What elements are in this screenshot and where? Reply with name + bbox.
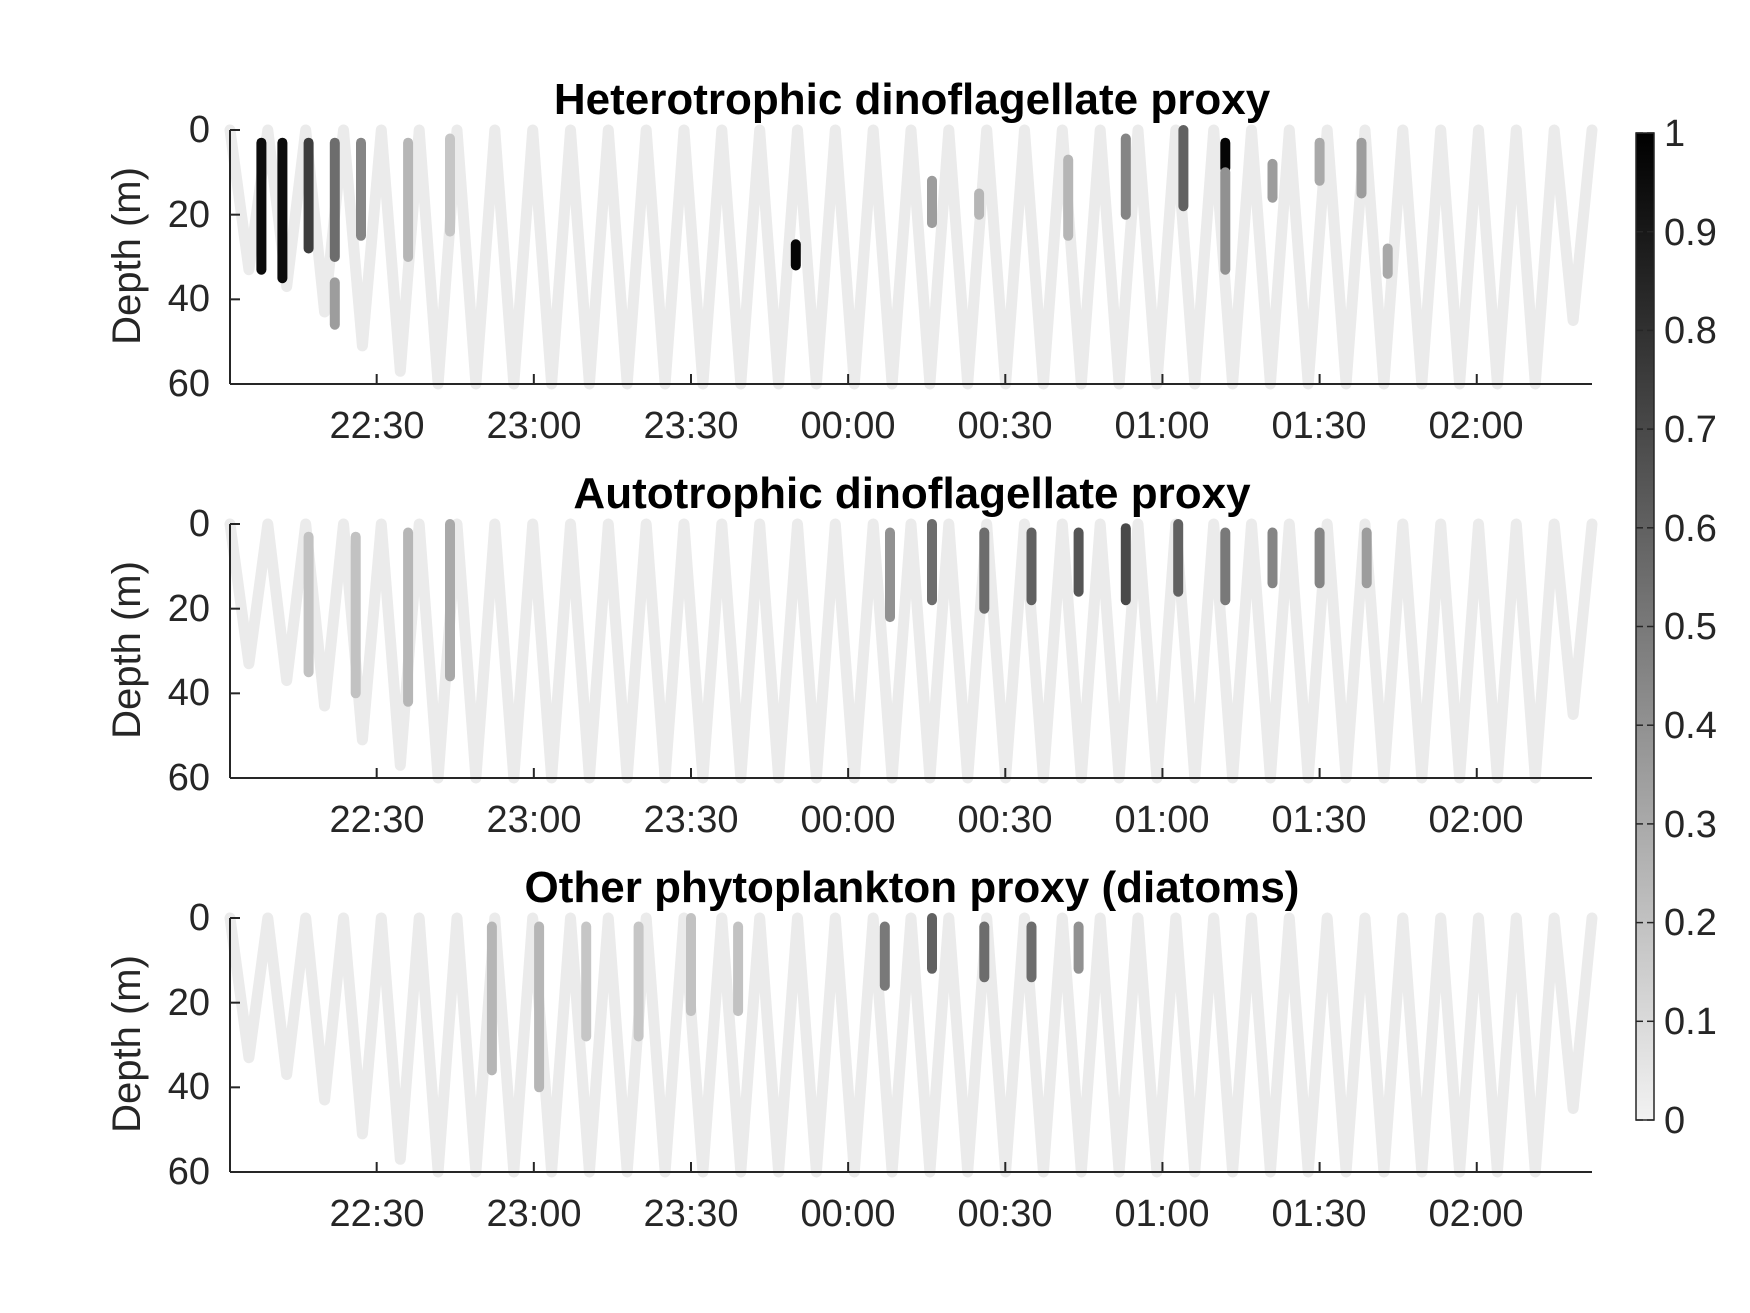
- colorbar: 0 0.1 0.2 0.3 0.4 0.5 0.6 0.7 0.8 0.9 1: [1635, 113, 1717, 1142]
- x-tick-label: 02:00: [1428, 405, 1523, 447]
- x-tick-label: 23:00: [486, 799, 581, 841]
- y-tick-label: 20: [168, 982, 210, 1024]
- panel-3-title: Other phytoplankton proxy (diatoms): [525, 863, 1300, 912]
- y-tick-label: 60: [168, 1151, 210, 1193]
- x-tick-label: 23:30: [643, 405, 738, 447]
- y-tick-label: 0: [189, 897, 210, 939]
- x-tick-label: 01:30: [1271, 1193, 1366, 1235]
- colorbar-tick-label: 0: [1664, 1100, 1685, 1142]
- x-tick-label: 00:30: [957, 405, 1052, 447]
- y-tick-label: 40: [168, 672, 210, 714]
- x-tick-label: 00:00: [800, 799, 895, 841]
- colorbar-ticks: [1636, 132, 1654, 1121]
- y-tick-label: 20: [168, 588, 210, 630]
- y-tick-label: 60: [168, 757, 210, 799]
- x-tick-label: 00:30: [957, 799, 1052, 841]
- x-tick-label: 01:00: [1114, 405, 1209, 447]
- x-tick-label: 00:00: [800, 1193, 895, 1235]
- colorbar-tick-label: 0.2: [1664, 902, 1717, 944]
- y-tick-label: 20: [168, 194, 210, 236]
- y-tick-label: 40: [168, 1066, 210, 1108]
- panel-autotrophic: Autotrophic dinoflagellate proxy Depth (…: [105, 469, 1598, 841]
- x-tick-label: 01:30: [1271, 799, 1366, 841]
- x-tick-label: 23:00: [486, 405, 581, 447]
- x-tick-label: 22:30: [329, 405, 424, 447]
- x-tick-label: 02:00: [1428, 799, 1523, 841]
- colorbar-tick-label: 0.1: [1664, 1001, 1717, 1043]
- panel-1-ylabel: Depth (m): [105, 167, 149, 345]
- colorbar-tick-label: 0.5: [1664, 606, 1717, 648]
- x-tick-label: 01:00: [1114, 1193, 1209, 1235]
- y-tick-label: 0: [189, 503, 210, 545]
- panel-3-y-ticks: 0 20 40 60: [168, 897, 210, 1193]
- y-tick-label: 40: [168, 278, 210, 320]
- profile-trajectory: [224, 912, 1598, 1178]
- x-tick-label: 22:30: [329, 1193, 424, 1235]
- y-tick-label: 60: [168, 363, 210, 405]
- panel-2-title: Autotrophic dinoflagellate proxy: [573, 469, 1251, 518]
- x-tick-label: 22:30: [329, 799, 424, 841]
- colorbar-tick-label: 0.3: [1664, 804, 1717, 846]
- panel-2-plot: [224, 518, 1598, 784]
- x-tick-label: 23:00: [486, 1193, 581, 1235]
- panel-1-y-ticks: 0 20 40 60: [168, 109, 210, 405]
- panel-2-x-ticks: 22:30 23:00 23:30 00:00 00:30 01:00 01:3…: [329, 799, 1523, 841]
- panel-1-title: Heterotrophic dinoflagellate proxy: [554, 75, 1271, 124]
- colorbar-tick-label: 0.7: [1664, 409, 1717, 451]
- profile-trajectory: [224, 124, 1598, 390]
- colorbar-tick-label: 1: [1664, 113, 1685, 155]
- colorbar-tick-label: 0.8: [1664, 310, 1717, 352]
- profile-trajectory: [224, 518, 1598, 784]
- x-tick-label: 02:00: [1428, 1193, 1523, 1235]
- x-tick-label: 01:30: [1271, 405, 1366, 447]
- panel-heterotrophic: Heterotrophic dinoflagellate proxy Depth…: [105, 75, 1598, 447]
- panel-3-x-ticks: 22:30 23:00 23:30 00:00 00:30 01:00 01:3…: [329, 1193, 1523, 1235]
- x-tick-label: 00:30: [957, 1193, 1052, 1235]
- panel-3-plot: [224, 912, 1598, 1178]
- x-tick-label: 23:30: [643, 1193, 738, 1235]
- panel-diatoms: Other phytoplankton proxy (diatoms) Dept…: [105, 863, 1598, 1235]
- x-tick-label: 23:30: [643, 799, 738, 841]
- y-tick-label: 0: [189, 109, 210, 151]
- panel-3-ylabel: Depth (m): [105, 955, 149, 1133]
- colorbar-tick-label: 0.9: [1664, 212, 1717, 254]
- panel-1-plot: [224, 124, 1598, 390]
- colorbar-tick-label: 0.6: [1664, 508, 1717, 550]
- panel-2-y-ticks: 0 20 40 60: [168, 503, 210, 799]
- x-tick-label: 00:00: [800, 405, 895, 447]
- panel-2-ylabel: Depth (m): [105, 561, 149, 739]
- panel-1-x-ticks: 22:30 23:00 23:30 00:00 00:30 01:00 01:3…: [329, 405, 1523, 447]
- colorbar-tick-label: 0.4: [1664, 705, 1717, 747]
- x-tick-label: 01:00: [1114, 799, 1209, 841]
- colorbar-tick-labels: 0 0.1 0.2 0.3 0.4 0.5 0.6 0.7 0.8 0.9 1: [1664, 113, 1717, 1142]
